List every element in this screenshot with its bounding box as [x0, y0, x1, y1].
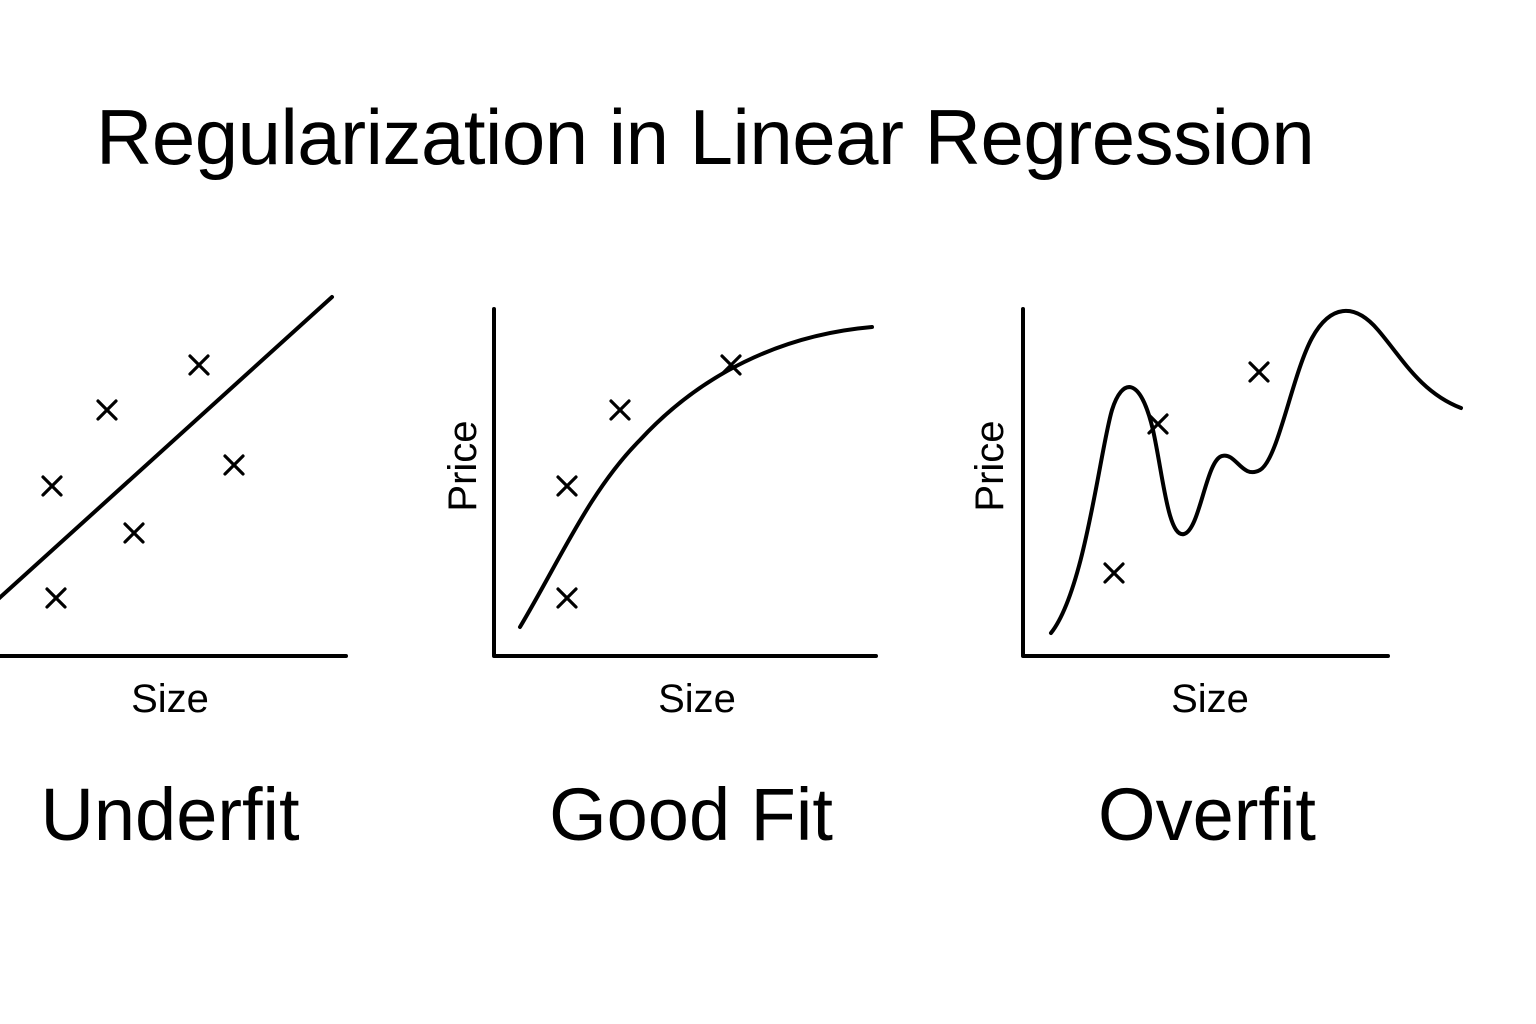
data-point-marker	[556, 587, 578, 609]
data-point-marker	[1147, 413, 1169, 435]
markers-underfit	[41, 354, 245, 609]
data-point-marker	[188, 354, 210, 376]
data-point-marker	[556, 475, 578, 497]
fit-curve-good-fit	[518, 325, 874, 629]
panel-caption-underfit: Underfit	[40, 773, 300, 856]
fit-line-underfit	[0, 295, 334, 601]
data-point-marker	[45, 587, 67, 609]
panel-caption-good-fit: Good Fit	[549, 773, 833, 856]
axes-good-fit	[492, 307, 878, 658]
panel-good-fit: Price Size Good Fit	[441, 307, 878, 856]
data-point-marker	[41, 475, 63, 497]
data-point-marker	[96, 399, 118, 421]
data-point-marker	[223, 454, 245, 476]
data-point-marker	[123, 522, 145, 544]
panel-caption-overfit: Overfit	[1098, 773, 1316, 856]
x-axis-label: Size	[131, 677, 209, 721]
data-point-marker	[1103, 562, 1125, 584]
x-axis-label: Size	[1171, 677, 1249, 721]
y-axis-label: Price	[968, 420, 1012, 511]
panel-overfit: Price Size Overfit	[968, 307, 1463, 856]
panel-underfit: Size Underfit	[0, 295, 348, 856]
page-title: Regularization in Linear Regression	[96, 93, 1315, 181]
data-point-marker	[609, 399, 631, 421]
x-axis-label: Size	[658, 677, 736, 721]
data-point-marker	[720, 354, 742, 376]
axes-overfit	[1021, 307, 1390, 658]
fit-curve-overfit	[1049, 309, 1463, 635]
markers-good-fit	[556, 354, 742, 609]
y-axis-label: Price	[441, 420, 485, 511]
data-point-marker	[1248, 361, 1270, 383]
markers-overfit	[1103, 361, 1270, 584]
